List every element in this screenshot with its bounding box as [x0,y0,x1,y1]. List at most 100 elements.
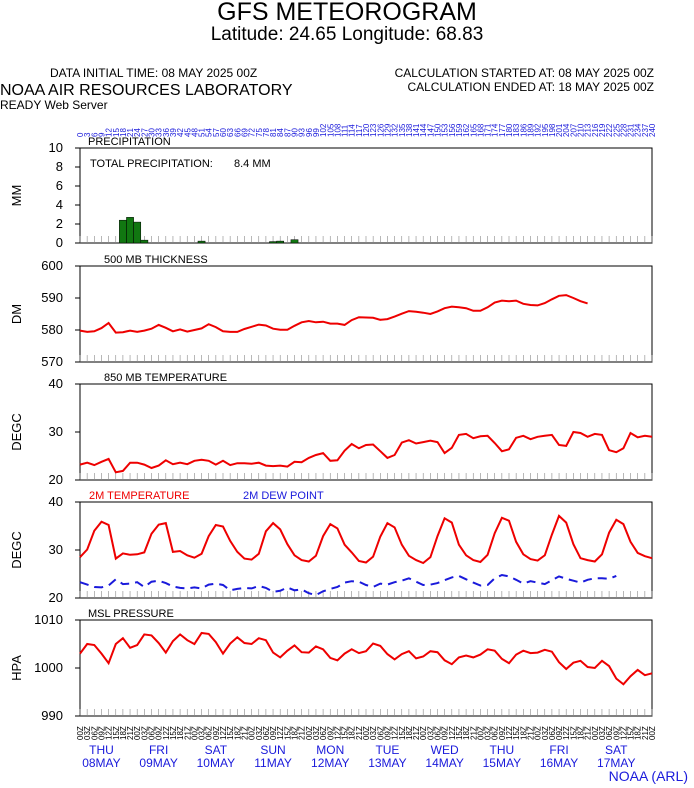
utc-time-label: 06Z [491,726,500,740]
utc-time-label: 21Z [469,726,478,740]
initial-time-label: DATA INITIAL TIME: 08 MAY 2025 00Z [50,66,258,80]
thick-y-tick-label: 590 [41,290,63,305]
legend-2m-dew-point: 2M DEW POINT [243,490,324,502]
utc-time-label: 06Z [319,726,328,740]
precip-bar [276,240,285,244]
utc-time-label: 12Z [391,726,400,740]
utc-time-label: 15Z [341,726,350,740]
precip-bar [269,241,277,244]
utc-time-label: 03Z [598,726,607,740]
date-label: 17MAY [597,756,635,770]
utc-time-label: 18Z [348,726,357,740]
forecast-hour-label: 117 [355,124,364,137]
forecast-hour-label: 219 [598,123,607,137]
forecast-hour-label: 114 [348,124,357,137]
t2m-y-tick-label: 40 [49,494,63,509]
utc-time-label: 06Z [148,726,157,740]
forecast-hour-label: 213 [584,123,593,137]
utc-time-label: 00Z [248,726,257,740]
utc-time-label: 00Z [76,726,85,740]
utc-time-label: 12Z [162,726,171,740]
forecast-hour-label: 171 [484,123,493,137]
day-of-week-label: SUN [260,743,285,757]
utc-time-label: 12Z [448,726,457,740]
utc-time-label: 21Z [183,726,192,740]
forecast-hour-label: 48 [190,128,199,137]
forecast-hour-label: 66 [233,128,242,137]
mslp-y-tick-label: 1010 [34,612,63,627]
utc-time-label: 18Z [176,726,185,740]
forecast-hour-label: 42 [176,128,185,137]
calc-ended-label: CALCULATION ENDED AT: 18 MAY 2025 00Z [407,80,654,94]
server-name: READY Web Server [0,98,108,112]
t850-panel-title: 850 MB TEMPERATURE [104,372,227,384]
forecast-hour-label: 78 [262,128,271,137]
day-of-week-label: FRI [149,743,168,757]
forecast-hour-label: 201 [555,123,564,137]
forecast-hour-label: 126 [376,123,385,137]
precip-y-tick-label: 10 [49,140,63,155]
forecast-hour-label: 177 [498,123,507,137]
precip-y-tick-label: 4 [56,197,63,212]
forecast-hour-label: 87 [283,128,292,137]
utc-time-label: 06Z [205,726,214,740]
utc-time-label: 21Z [641,726,650,740]
day-of-week-label: MON [316,743,344,757]
forecast-hour-label: 156 [448,123,457,137]
forecast-hour-label: 60 [219,128,228,137]
forecast-hour-label: 63 [226,128,235,137]
utc-time-label: 18Z [577,726,586,740]
forecast-hour-label: 27 [140,128,149,137]
utc-time-label: 09Z [97,726,106,740]
t850-frame [79,383,653,481]
utc-time-label: 21Z [298,726,307,740]
calc-started-label: CALCULATION STARTED AT: 08 MAY 2025 00Z [394,66,654,80]
forecast-hour-label: 90 [291,128,300,137]
utc-time-label: 15Z [569,726,578,740]
utc-time-label: 12Z [105,726,114,740]
utc-time-label: 00Z [419,726,428,740]
utc-time-label: 12Z [219,726,228,740]
utc-time-label: 00Z [305,726,314,740]
forecast-hour-label: 138 [405,123,414,137]
utc-time-label: 18Z [462,726,471,740]
thick-panel-title: 500 MB THICKNESS [104,254,208,266]
utc-time-label: 09Z [326,726,335,740]
precip-total-value: 8.4 MM [234,158,271,170]
utc-time-label: 12Z [562,726,571,740]
forecast-hour-label: 210 [577,123,586,137]
precip-bar [119,219,127,244]
forecast-hour-label: 168 [476,123,485,137]
forecast-hour-label: 180 [505,123,514,137]
utc-time-label: 21Z [126,726,135,740]
forecast-hour-label: 36 [162,128,171,137]
utc-time-label: 09Z [441,726,450,740]
chart-title: GFS METEOROGRAM [217,0,477,26]
precip-y-tick-label: 8 [56,159,63,174]
utc-time-label: 09Z [612,726,621,740]
utc-time-label: 18Z [519,726,528,740]
forecast-hour-label: 144 [419,123,428,137]
forecast-hour-label: 141 [412,123,421,137]
day-of-week-label: THU [89,743,114,757]
day-of-week-label: SAT [605,743,628,757]
utc-time-label: 18Z [634,726,643,740]
utc-time-label: 06Z [434,726,443,740]
forecast-hour-label: 234 [634,123,643,137]
forecast-hour-label: 204 [562,123,571,137]
forecast-hour-label: 135 [398,123,407,137]
t2m-dewpoint-line [79,573,617,597]
utc-time-label: 00Z [476,726,485,740]
utc-time-label: 15Z [512,726,521,740]
forecast-hour-label: 93 [298,128,307,137]
utc-time-label: 09Z [498,726,507,740]
utc-time-label: 09Z [269,726,278,740]
forecast-hour-label: 45 [183,128,192,137]
date-label: 09MAY [139,756,177,770]
precip-bar [197,240,206,244]
date-label: 15MAY [483,756,521,770]
forecast-hour-label: 72 [248,128,257,137]
date-label: 11MAY [254,756,292,770]
forecast-hour-label: 39 [169,128,178,137]
